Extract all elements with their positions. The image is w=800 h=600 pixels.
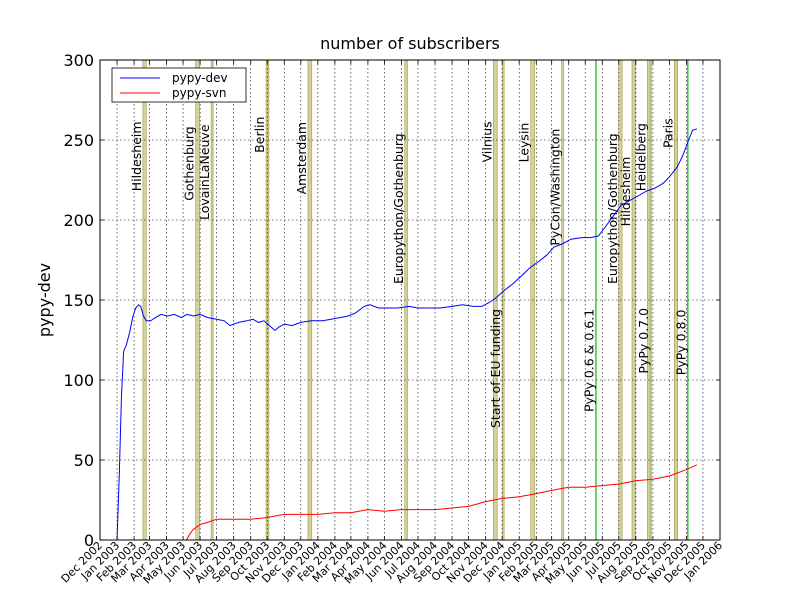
- event-label-hildesheim-12: Hildesheim: [618, 157, 633, 227]
- series-layer: [116, 128, 698, 541]
- event-line-pypy-0-8-0-16: [687, 60, 689, 540]
- event-label-vilnius-6: Vilnius: [479, 121, 494, 162]
- event-label-hildesheim-0: Hildesheim: [129, 121, 144, 191]
- y-tick-label-0: 0: [84, 531, 94, 550]
- y-axis-label: pypy-dev: [35, 263, 54, 337]
- y-tick-label-1: 50: [74, 451, 94, 470]
- event-label-heidelberg-14: Heidelberg: [633, 123, 648, 191]
- event-labels-layer: Hildesheim Gothenburg LovainLaNeuve Berlin A…: [129, 117, 689, 428]
- event-label-gothenburg-1: Gothenburg: [182, 126, 197, 200]
- event-label-pypy-0-7-0-13: PyPy 0.7.0: [636, 308, 651, 374]
- legend-label-pypy-dev: pypy-dev: [172, 71, 228, 85]
- event-label-amsterdam-4: Amsterdam: [294, 122, 309, 195]
- legend-box: [111, 67, 247, 103]
- event-label-europython-gothenburg-11: Europython/Gothenburg: [605, 133, 620, 284]
- event-label-lovainlaneuve-2: LovainLaNeuve: [197, 124, 212, 220]
- grid-layer: [99, 59, 721, 541]
- y-tick-label-2: 100: [63, 371, 94, 390]
- y-tick-label-5: 250: [63, 131, 94, 150]
- series-line-pypy-svn: [185, 464, 698, 541]
- event-label-paris-15: Paris: [660, 118, 675, 148]
- event-label-berlin-3: Berlin: [252, 117, 267, 153]
- event-label-leysin-8: Leysin: [517, 123, 532, 163]
- y-tick-label-6: 300: [63, 51, 94, 70]
- legend-label-pypy-svn: pypy-svn: [172, 86, 227, 100]
- series-line-pypy-dev: [116, 128, 698, 541]
- event-line-pypy-0-6-0-6-1-10: [595, 60, 597, 540]
- event-label-europython-gothenburg-5: Europython/Gothenburg: [391, 133, 406, 284]
- event-label-pycon-washington-9: PyCon/Washington: [548, 129, 563, 246]
- chart-title: number of subscribers: [320, 34, 500, 53]
- event-label-pypy-0-8-0-16: PyPy 0.8.0: [674, 310, 689, 376]
- y-tick-label-3: 150: [63, 291, 94, 310]
- y-tick-label-4: 200: [63, 211, 94, 230]
- event-label-pypy-0-6-0-6-1-10: PyPy 0.6 & 0.6.1: [582, 309, 597, 412]
- event-label-start-of-eu-funding-7: Start of EU funding: [488, 309, 503, 428]
